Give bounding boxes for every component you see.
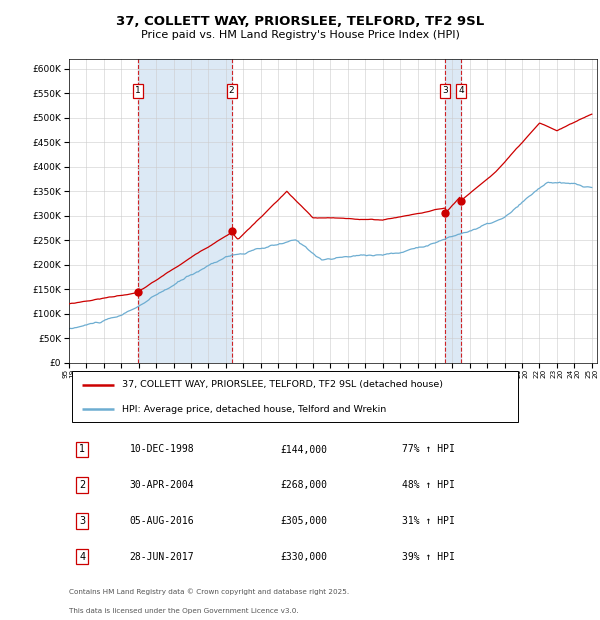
Text: HPI: Average price, detached house, Telford and Wrekin: HPI: Average price, detached house, Telf…	[122, 405, 386, 414]
Text: 3: 3	[79, 516, 85, 526]
Text: 77% ↑ HPI: 77% ↑ HPI	[401, 445, 455, 454]
Text: 48% ↑ HPI: 48% ↑ HPI	[401, 480, 455, 490]
Text: 4: 4	[458, 86, 464, 95]
Text: 39% ↑ HPI: 39% ↑ HPI	[401, 552, 455, 562]
Text: £305,000: £305,000	[280, 516, 327, 526]
Text: 2: 2	[229, 86, 235, 95]
Text: 3: 3	[442, 86, 448, 95]
Text: 30-APR-2004: 30-APR-2004	[130, 480, 194, 490]
Text: 28-JUN-2017: 28-JUN-2017	[130, 552, 194, 562]
Text: 37, COLLETT WAY, PRIORSLEE, TELFORD, TF2 9SL: 37, COLLETT WAY, PRIORSLEE, TELFORD, TF2…	[116, 16, 484, 28]
Text: £330,000: £330,000	[280, 552, 327, 562]
Text: 05-AUG-2016: 05-AUG-2016	[130, 516, 194, 526]
Text: 10-DEC-1998: 10-DEC-1998	[130, 445, 194, 454]
Text: £144,000: £144,000	[280, 445, 327, 454]
Text: 1: 1	[79, 445, 85, 454]
Text: Contains HM Land Registry data © Crown copyright and database right 2025.: Contains HM Land Registry data © Crown c…	[69, 589, 349, 595]
Text: 4: 4	[79, 552, 85, 562]
Text: Price paid vs. HM Land Registry's House Price Index (HPI): Price paid vs. HM Land Registry's House …	[140, 30, 460, 40]
Text: 2: 2	[79, 480, 85, 490]
Text: This data is licensed under the Open Government Licence v3.0.: This data is licensed under the Open Gov…	[69, 608, 299, 614]
FancyBboxPatch shape	[71, 371, 518, 422]
Bar	[445, 59, 461, 363]
Text: 1: 1	[135, 86, 140, 95]
Text: 31% ↑ HPI: 31% ↑ HPI	[401, 516, 455, 526]
Text: 37, COLLETT WAY, PRIORSLEE, TELFORD, TF2 9SL (detached house): 37, COLLETT WAY, PRIORSLEE, TELFORD, TF2…	[122, 380, 443, 389]
Bar	[137, 59, 232, 363]
Text: £268,000: £268,000	[280, 480, 327, 490]
